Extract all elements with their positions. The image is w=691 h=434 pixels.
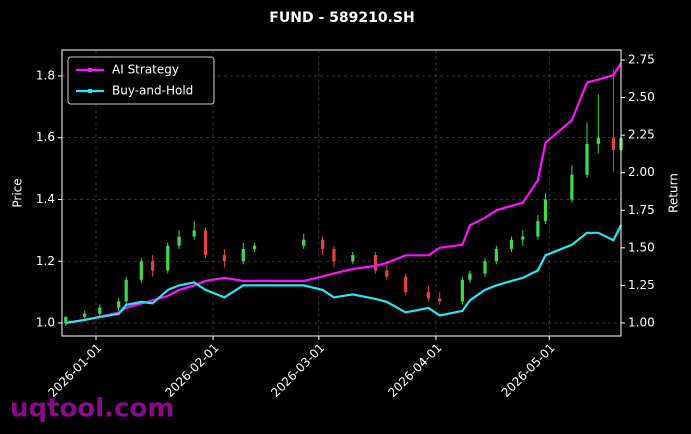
y-tick-label: 1.8 xyxy=(36,68,55,82)
candle-body xyxy=(151,261,155,271)
y2-tick-label: 2.50 xyxy=(628,90,655,104)
legend-marker xyxy=(88,89,92,93)
y-tick-label: 1.0 xyxy=(36,316,55,330)
candle-body xyxy=(351,255,355,262)
candle-body xyxy=(177,236,181,246)
candle-body xyxy=(585,143,589,175)
candle-body xyxy=(596,137,600,144)
candle-body xyxy=(321,239,325,249)
candle-body xyxy=(98,307,102,314)
candle-body xyxy=(438,298,442,302)
legend-label: AI Strategy xyxy=(112,63,179,77)
y-tick-label: 1.4 xyxy=(36,192,55,206)
candle-body xyxy=(536,221,540,237)
candle-body xyxy=(460,279,464,302)
candle-body xyxy=(509,239,514,249)
series-line xyxy=(65,224,622,324)
y-tick-label: 1.6 xyxy=(36,130,55,144)
candle-body xyxy=(494,248,498,262)
candle-body xyxy=(203,230,208,256)
plot-frame xyxy=(61,49,622,337)
y2-tick-label: 2.75 xyxy=(628,53,655,67)
candle-body xyxy=(83,313,87,317)
candle-body xyxy=(222,255,227,262)
watermark: uqtool.com xyxy=(10,394,174,424)
candle-body xyxy=(302,239,306,246)
y2-tick-label: 1.50 xyxy=(628,240,655,254)
chart-title: FUND - 589210.SH xyxy=(269,10,414,26)
legend-box xyxy=(67,56,215,105)
candle-body xyxy=(521,236,525,240)
legend-marker xyxy=(88,68,92,72)
candle-body xyxy=(385,270,389,277)
candle-body xyxy=(570,174,574,200)
candle-body xyxy=(468,273,472,280)
candle-body xyxy=(241,248,245,262)
y2-tick-label: 1.25 xyxy=(628,278,655,292)
candle-body xyxy=(139,261,143,280)
candle-body xyxy=(611,137,616,151)
candle-body xyxy=(543,199,548,222)
candle-body xyxy=(426,292,430,299)
series-line xyxy=(65,62,622,324)
candle-body xyxy=(253,245,257,249)
candle-body xyxy=(483,261,487,274)
y-axis-label: Price xyxy=(11,178,25,207)
y2-tick-label: 1.75 xyxy=(628,203,655,217)
candle-body xyxy=(373,255,378,271)
legend-label: Buy-and-Hold xyxy=(112,84,193,98)
candle-body xyxy=(404,276,408,293)
candle-body xyxy=(166,245,170,271)
y2-tick-label: 2.25 xyxy=(628,128,655,142)
y2-axis-label: Return xyxy=(667,173,681,213)
y-tick-label: 1.2 xyxy=(36,254,55,268)
candle-body xyxy=(192,230,196,237)
y2-tick-label: 2.00 xyxy=(628,165,655,179)
candle-body xyxy=(124,279,128,302)
candle-body xyxy=(117,301,121,308)
y2-tick-label: 1.00 xyxy=(628,315,655,329)
candle-body xyxy=(332,248,336,262)
candle-body xyxy=(64,316,68,324)
